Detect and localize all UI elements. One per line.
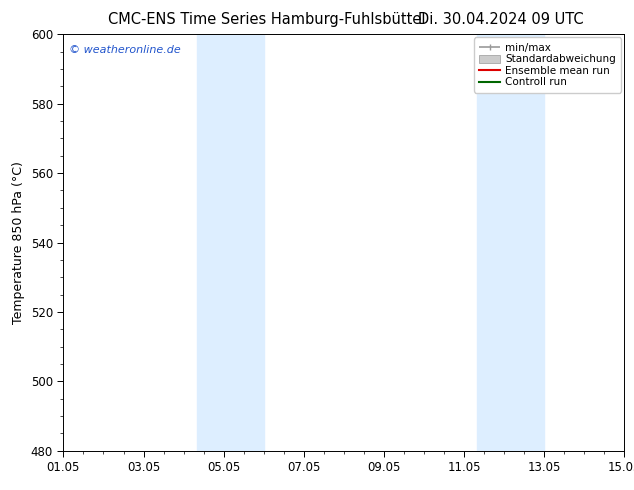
Text: Di. 30.04.2024 09 UTC: Di. 30.04.2024 09 UTC	[418, 12, 584, 27]
Text: CMC-ENS Time Series Hamburg-Fuhlsbüttel: CMC-ENS Time Series Hamburg-Fuhlsbüttel	[108, 12, 425, 27]
Text: © weatheronline.de: © weatheronline.de	[69, 45, 181, 55]
Legend: min/max, Standardabweichung, Ensemble mean run, Controll run: min/max, Standardabweichung, Ensemble me…	[474, 37, 621, 93]
Y-axis label: Temperature 850 hPa (°C): Temperature 850 hPa (°C)	[12, 161, 25, 324]
Bar	[197, 34, 264, 451]
Bar	[477, 34, 545, 451]
